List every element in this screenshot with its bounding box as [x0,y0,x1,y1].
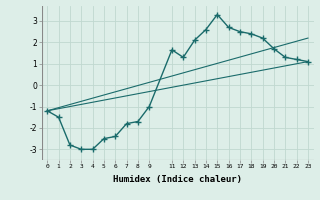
X-axis label: Humidex (Indice chaleur): Humidex (Indice chaleur) [113,175,242,184]
